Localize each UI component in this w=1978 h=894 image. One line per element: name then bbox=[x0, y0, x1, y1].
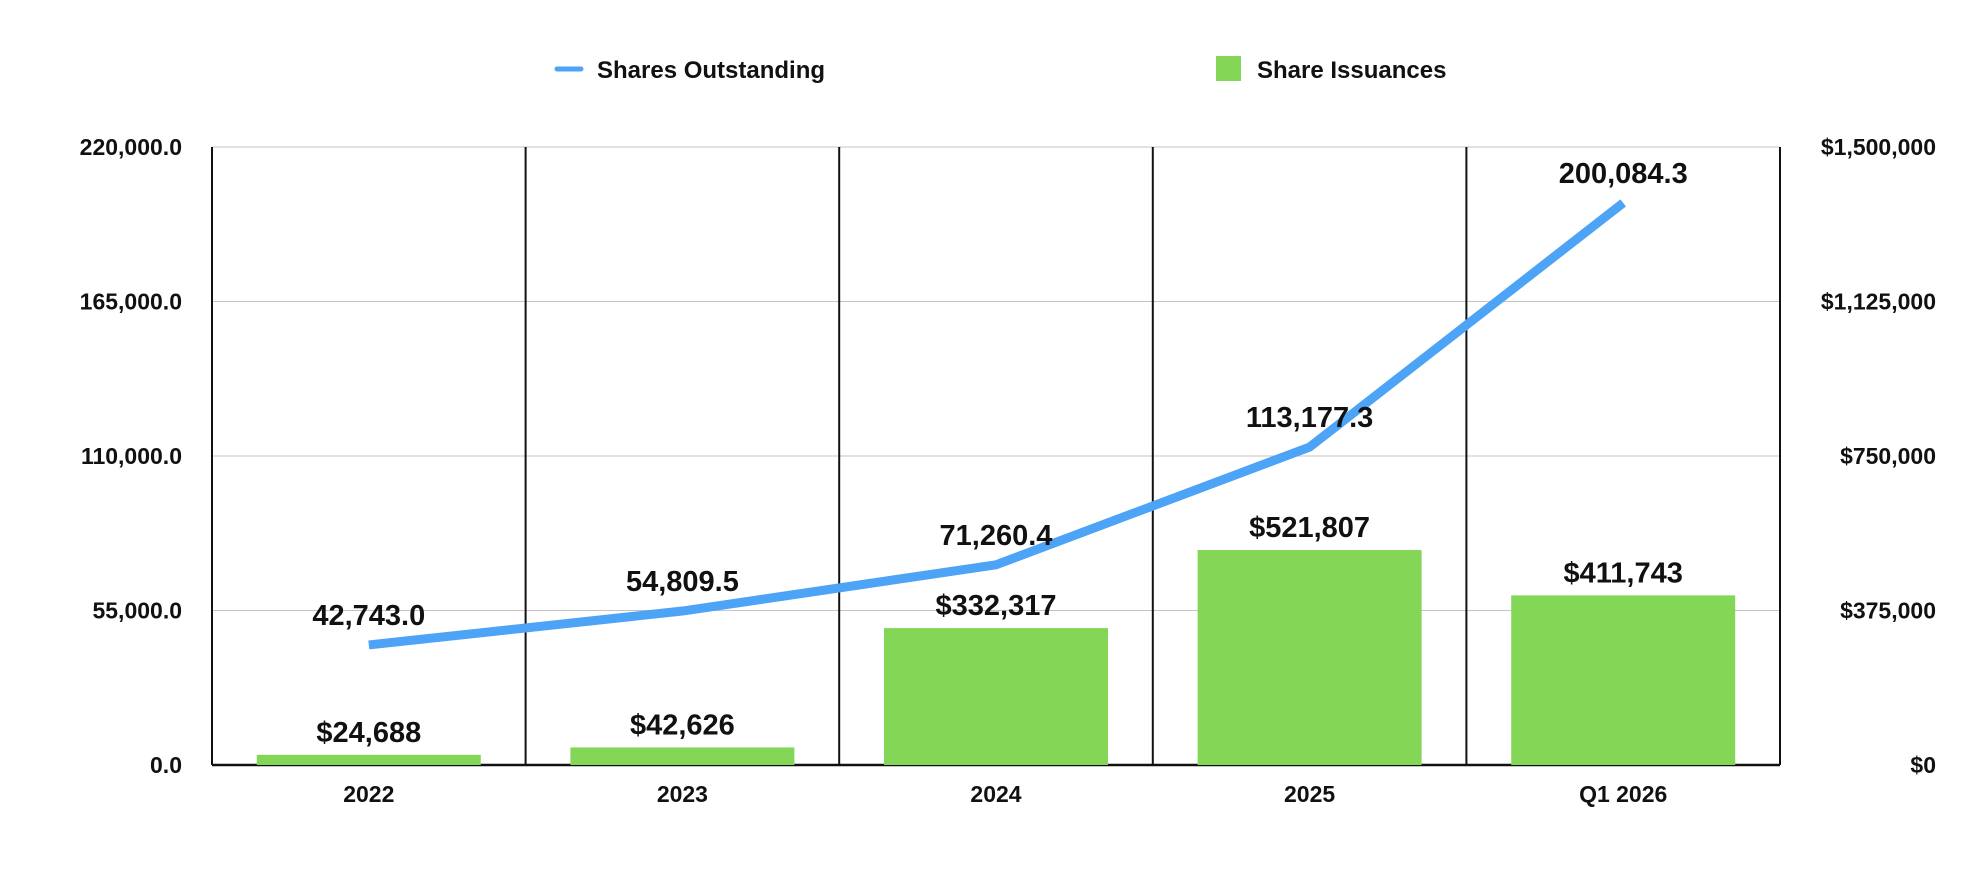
y-left-tick-label: 165,000.0 bbox=[80, 289, 182, 315]
legend: Shares Outstanding Share Issuances bbox=[554, 56, 1446, 84]
line-shares-outstanding bbox=[368, 199, 1626, 650]
line-data-label: 71,260.4 bbox=[940, 520, 1053, 552]
bar-share-issuances bbox=[570, 747, 795, 765]
bar-data-label: $521,807 bbox=[1249, 512, 1370, 544]
y-right-tick-label: $0 bbox=[1910, 752, 1936, 778]
y-left-tick-label: 0.0 bbox=[150, 752, 182, 778]
line-data-label: 54,809.5 bbox=[626, 566, 739, 598]
x-tick-label: 2022 bbox=[343, 781, 394, 807]
line-data-label: 42,743.0 bbox=[312, 600, 425, 632]
x-tick-label: 2023 bbox=[657, 781, 708, 807]
legend-shares-outstanding-label: Shares Outstanding bbox=[597, 57, 825, 84]
x-tick-label: 2025 bbox=[1284, 781, 1335, 807]
y-left-tick-label: 110,000.0 bbox=[81, 443, 182, 469]
bar-share-issuances bbox=[1197, 550, 1422, 765]
y-right-tick-label: $1,125,000 bbox=[1821, 289, 1936, 315]
bar-share-issuances bbox=[256, 754, 481, 765]
legend-bar-swatch bbox=[1216, 56, 1241, 81]
legend-share-issuances-label: Share Issuances bbox=[1257, 57, 1446, 84]
y-right-tick-label: $750,000 bbox=[1840, 443, 1936, 469]
x-tick-label: 2024 bbox=[970, 781, 1021, 807]
plot-area: 0.0 55,000.0 110,000.0 165,000.0 220,000.0 $0… bbox=[80, 134, 1936, 807]
bar-data-label: $42,626 bbox=[630, 709, 735, 741]
bar-data-label: $332,317 bbox=[936, 590, 1057, 622]
bar-share-issuances bbox=[1511, 595, 1736, 765]
bar-share-issuances bbox=[884, 628, 1108, 765]
y-left-tick-label: 220,000.0 bbox=[80, 134, 182, 160]
bar-data-label: $24,688 bbox=[316, 717, 421, 749]
line-data-label: 200,084.3 bbox=[1559, 158, 1688, 190]
y-right-tick-label: $375,000 bbox=[1840, 598, 1936, 624]
line-data-label: 113,177.3 bbox=[1246, 402, 1373, 434]
y-right-tick-label: $1,500,000 bbox=[1821, 134, 1936, 160]
y-left-tick-label: 55,000.0 bbox=[92, 598, 182, 624]
bar-data-label: $411,743 bbox=[1564, 557, 1683, 589]
x-tick-label: Q1 2026 bbox=[1579, 781, 1667, 807]
